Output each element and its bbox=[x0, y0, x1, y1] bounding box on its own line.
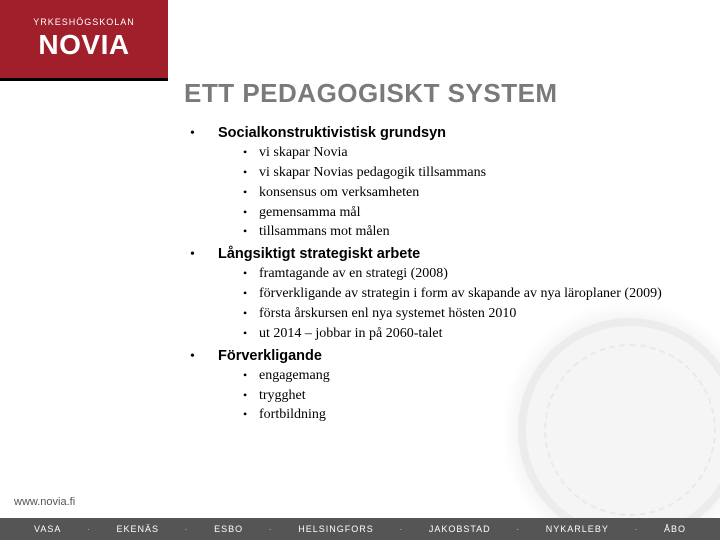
separator-icon: · bbox=[516, 525, 520, 534]
bullet-icon: • bbox=[243, 265, 259, 281]
footer-city: VASA bbox=[34, 524, 61, 534]
section-1: •Långsiktigt strategiskt arbete •framtag… bbox=[190, 245, 690, 344]
separator-icon: · bbox=[399, 525, 403, 534]
bullet-icon: • bbox=[190, 125, 218, 144]
bullet-icon: • bbox=[243, 367, 259, 383]
content-area: •Socialkonstruktivistisk grundsyn •vi sk… bbox=[190, 124, 690, 428]
list-item: •trygghet bbox=[243, 387, 690, 406]
bullet-icon: • bbox=[243, 164, 259, 180]
section-heading: Socialkonstruktivistisk grundsyn bbox=[218, 124, 446, 144]
bullet-icon: • bbox=[190, 348, 218, 367]
section-heading: Förverkligande bbox=[218, 347, 322, 367]
footer-url: www.novia.fi bbox=[14, 496, 75, 508]
list-item: •framtagande av en strategi (2008) bbox=[243, 265, 690, 284]
footer-city: ÅBO bbox=[664, 524, 686, 534]
list-item: •tillsammans mot målen bbox=[243, 223, 690, 242]
bullet-icon: • bbox=[243, 325, 259, 341]
list-item: •första årskursen enl nya systemet höste… bbox=[243, 305, 690, 324]
section-0: •Socialkonstruktivistisk grundsyn •vi sk… bbox=[190, 124, 690, 243]
separator-icon: · bbox=[87, 525, 91, 534]
footer-city: NYKARLEBY bbox=[546, 524, 609, 534]
logo-main: NOVIA bbox=[38, 29, 129, 61]
list-item: •vi skapar Novias pedagogik tillsammans bbox=[243, 164, 690, 183]
list-item: •engagemang bbox=[243, 367, 690, 386]
separator-icon: · bbox=[269, 525, 273, 534]
list-item: •vi skapar Novia bbox=[243, 144, 690, 163]
top-list: •Socialkonstruktivistisk grundsyn •vi sk… bbox=[190, 124, 690, 426]
footer-city: HELSINGFORS bbox=[298, 524, 374, 534]
section-heading: Långsiktigt strategiskt arbete bbox=[218, 245, 420, 265]
logo-topline: YRKESHÖGSKOLAN bbox=[33, 17, 135, 27]
bullet-icon: • bbox=[243, 184, 259, 200]
section-2: •Förverkligande •engagemang •trygghet •f… bbox=[190, 347, 690, 427]
section-2-items: •engagemang •trygghet •fortbildning bbox=[243, 367, 690, 427]
footer-city: EKENÄS bbox=[116, 524, 159, 534]
list-item: •ut 2014 – jobbar in på 2060-talet bbox=[243, 325, 690, 344]
footer-city: JAKOBSTAD bbox=[429, 524, 491, 534]
list-item: •gemensamma mål bbox=[243, 204, 690, 223]
separator-icon: · bbox=[185, 525, 189, 534]
bullet-icon: • bbox=[243, 406, 259, 422]
bullet-icon: • bbox=[243, 223, 259, 239]
list-item: •fortbildning bbox=[243, 406, 690, 425]
section-0-items: •vi skapar Novia •vi skapar Novias pedag… bbox=[243, 144, 690, 243]
bullet-icon: • bbox=[243, 305, 259, 321]
list-item: •konsensus om verksamheten bbox=[243, 184, 690, 203]
separator-icon: · bbox=[635, 525, 639, 534]
list-item: •förverkligande av strategin i form av s… bbox=[243, 285, 690, 304]
bullet-icon: • bbox=[243, 204, 259, 220]
footer-city: ESBO bbox=[214, 524, 243, 534]
logo-block: YRKESHÖGSKOLAN NOVIA bbox=[0, 0, 168, 78]
bullet-icon: • bbox=[243, 285, 259, 301]
bullet-icon: • bbox=[243, 387, 259, 403]
page-title: ETT PEDAGOGISKT SYSTEM bbox=[184, 78, 558, 109]
section-1-items: •framtagande av en strategi (2008) •förv… bbox=[243, 265, 690, 345]
bullet-icon: • bbox=[243, 144, 259, 160]
slide: YRKESHÖGSKOLAN NOVIA ETT PEDAGOGISKT SYS… bbox=[0, 0, 720, 540]
bullet-icon: • bbox=[190, 246, 218, 265]
footer-bar: VASA · EKENÄS · ESBO · HELSINGFORS · JAKOBST… bbox=[0, 518, 720, 540]
logo-underbar bbox=[0, 78, 168, 81]
